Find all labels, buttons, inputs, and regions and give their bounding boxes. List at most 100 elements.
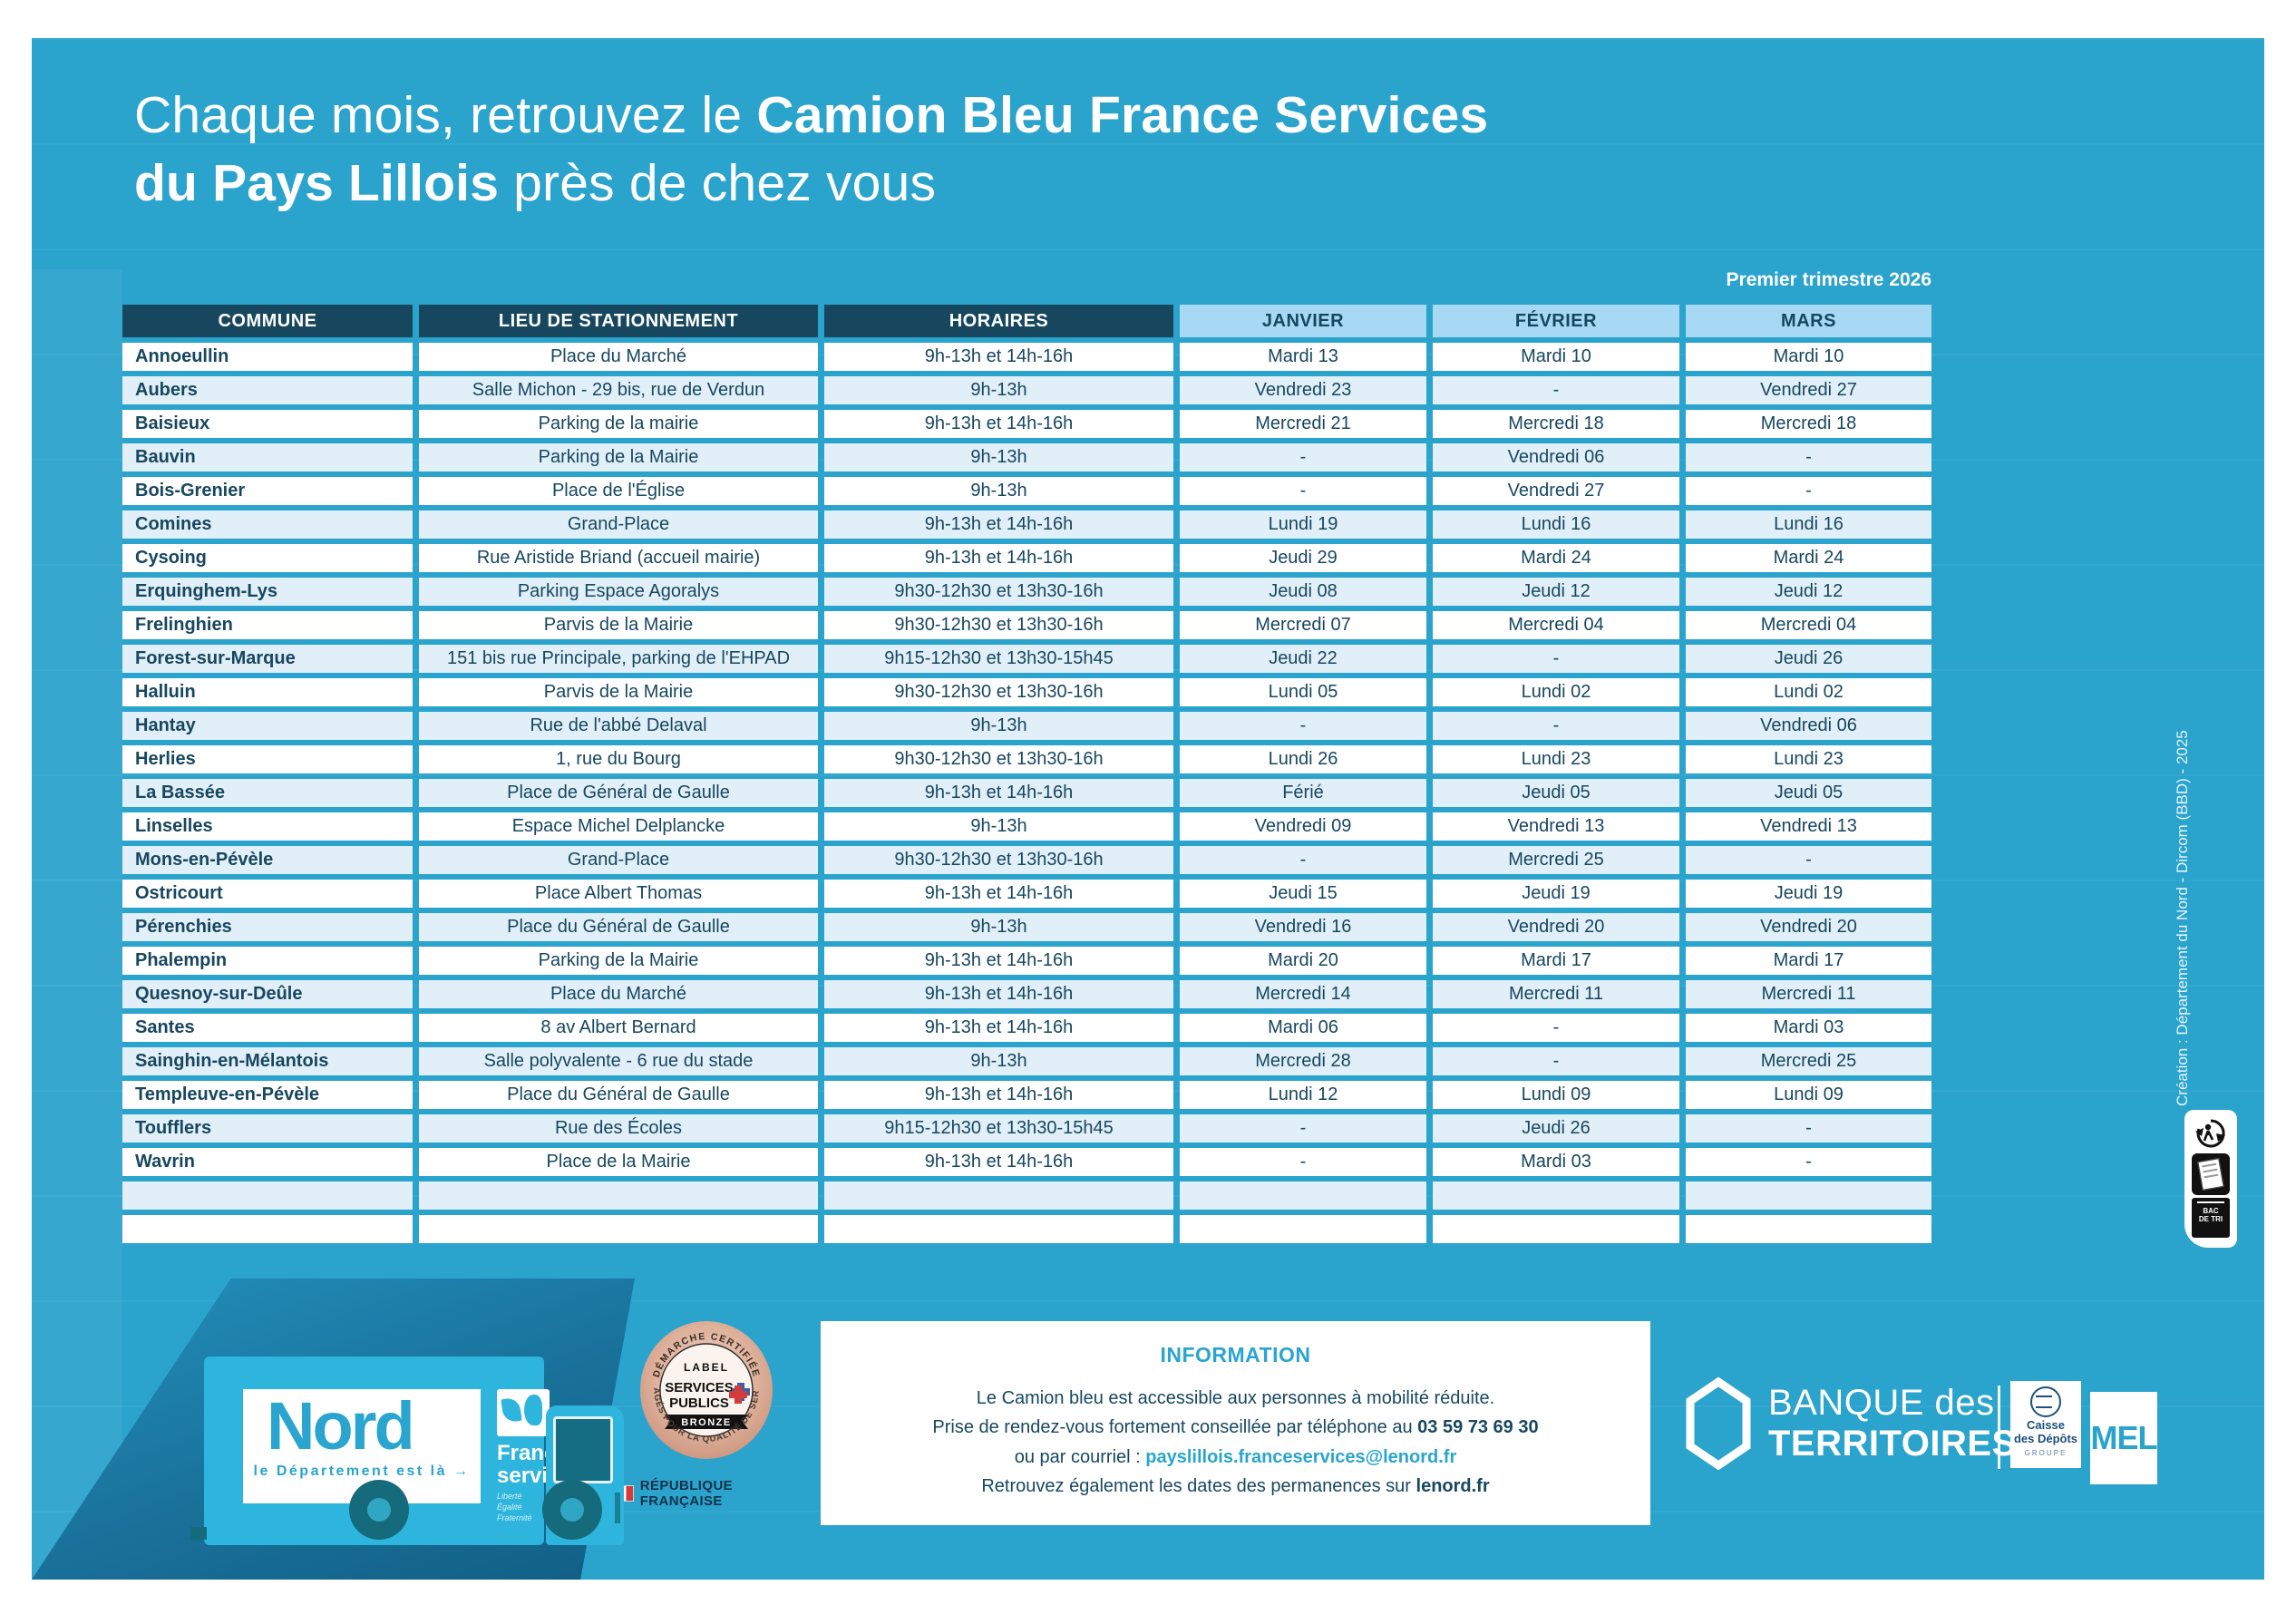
janvier-cell: -	[1180, 443, 1426, 472]
info-line-email: ou par courriel : payslillois.franceserv…	[821, 1443, 1650, 1472]
commune-cell	[122, 1215, 413, 1243]
mars-cell: Mercredi 18	[1686, 410, 1931, 438]
commune-cell: Santes	[122, 1014, 413, 1042]
table-row: Wavrin Place de la Mairie 9h-13h et 14h-…	[122, 1148, 1931, 1176]
janvier-cell: -	[1180, 1114, 1426, 1143]
horaires-cell	[824, 1215, 1173, 1243]
fevrier-cell: Vendredi 13	[1433, 812, 1679, 841]
fevrier-cell: -	[1433, 1014, 1679, 1042]
svg-text:SERVICES: SERVICES	[665, 1380, 734, 1395]
email-link[interactable]: payslillois.franceservices@lenord.fr	[1145, 1446, 1457, 1467]
fevrier-cell: Lundi 09	[1433, 1081, 1679, 1109]
fevrier-cell: Mercredi 25	[1433, 846, 1679, 874]
republique-francaise: RÉPUBLIQUE FRANÇAISE	[612, 1478, 803, 1509]
mars-cell: Jeudi 26	[1686, 645, 1931, 673]
horaires-cell: 9h30-12h30 et 13h30-16h	[824, 578, 1173, 606]
fevrier-cell: -	[1433, 1047, 1679, 1075]
table-body: Annoeullin Place du Marché 9h-13h et 14h…	[122, 343, 1931, 1243]
table-row: Cysoing Rue Aristide Briand (accueil mai…	[122, 544, 1931, 572]
commune-cell: Aubers	[122, 376, 413, 404]
mars-cell: Vendredi 13	[1686, 812, 1931, 841]
table-row: Halluin Parvis de la Mairie 9h30-12h30 e…	[122, 678, 1931, 706]
period-label: Premier trimestre 2026	[1726, 269, 1931, 290]
table-row: Bois-Grenier Place de l'Église 9h-13h - …	[122, 477, 1931, 505]
title-bold-1: Camion Bleu France Services	[756, 86, 1489, 144]
credit-line: Création : Département du Nord - Dircom …	[2174, 730, 2191, 1106]
janvier-cell: Mardi 06	[1180, 1014, 1426, 1042]
table-row: Ostricourt Place Albert Thomas 9h-13h et…	[122, 880, 1931, 908]
janvier-cell: Férié	[1180, 779, 1426, 807]
commune-cell: Frelinghien	[122, 611, 413, 639]
nord-tagline: le Département est là →	[253, 1464, 471, 1480]
header-horaires: HORAIRES	[824, 305, 1173, 337]
mars-cell: -	[1686, 846, 1931, 874]
left-deco-band	[32, 269, 122, 1580]
table-row: Templeuve-en-Pévèle Place du Général de …	[122, 1081, 1931, 1109]
header-fevrier: FÉVRIER	[1433, 305, 1679, 337]
caisse-emblem-icon	[2030, 1386, 2061, 1417]
truck-step	[190, 1527, 207, 1540]
mars-cell: Jeudi 12	[1686, 578, 1931, 606]
commune-cell: Halluin	[122, 678, 413, 706]
table-row: Erquinghem-Lys Parking Espace Agoralys 9…	[122, 578, 1931, 606]
truck-grille	[615, 1493, 620, 1523]
janvier-cell: Vendredi 09	[1180, 812, 1426, 841]
mars-cell: Mardi 17	[1686, 947, 1931, 975]
fevrier-cell: Jeudi 05	[1433, 779, 1679, 807]
fevrier-cell: Vendredi 27	[1433, 477, 1679, 505]
republique-label: RÉPUBLIQUE FRANÇAISE	[639, 1478, 734, 1509]
marianne-icon	[497, 1389, 550, 1436]
commune-cell: Hantay	[122, 712, 413, 740]
janvier-cell: -	[1180, 1148, 1426, 1176]
mars-cell: Jeudi 05	[1686, 779, 1931, 807]
horaires-cell: 9h-13h et 14h-16h	[824, 511, 1173, 539]
mars-cell: Jeudi 19	[1686, 880, 1931, 908]
lieu-cell: Parking Espace Agoralys	[419, 578, 818, 606]
janvier-cell: Mercredi 07	[1180, 611, 1426, 639]
fevrier-cell: Mercredi 18	[1433, 410, 1679, 438]
table-row: Santes 8 av Albert Bernard 9h-13h et 14h…	[122, 1014, 1931, 1042]
france-services-logo: France services Liberté Égalité Fraterni…	[497, 1389, 588, 1523]
horaires-cell: 9h-13h et 14h-16h	[824, 1081, 1173, 1109]
table-row: Quesnoy-sur-Deûle Place du Marché 9h-13h…	[122, 980, 1931, 1008]
mars-cell: Lundi 23	[1686, 745, 1931, 773]
triman-recycle-icon	[2195, 1119, 2225, 1148]
janvier-cell: Mercredi 28	[1180, 1047, 1426, 1075]
commune-cell: Toufflers	[122, 1114, 413, 1143]
commune-cell: Bois-Grenier	[122, 477, 413, 505]
header-janvier: JANVIER	[1180, 305, 1426, 337]
fevrier-cell: -	[1433, 645, 1679, 673]
lieu-cell: Grand-Place	[419, 846, 818, 874]
lieu-cell: 151 bis rue Principale, parking de l'EHP…	[419, 645, 818, 673]
horaires-cell: 9h15-12h30 et 13h30-15h45	[824, 645, 1173, 673]
mars-cell: -	[1686, 1114, 1931, 1143]
title-normal-1: Chaque mois, retrouvez le	[134, 86, 757, 144]
fevrier-cell: Jeudi 26	[1433, 1114, 1679, 1143]
commune-cell: Sainghin-en-Mélantois	[122, 1047, 413, 1075]
table-row: Linselles Espace Michel Delplancke 9h-13…	[122, 812, 1931, 841]
table-row: Hantay Rue de l'abbé Delaval 9h-13h - - …	[122, 712, 1931, 740]
commune-cell: Phalempin	[122, 947, 413, 975]
table-row: Pérenchies Place du Général de Gaulle 9h…	[122, 913, 1931, 941]
janvier-cell: Jeudi 08	[1180, 578, 1426, 606]
title-bold-2: du Pays Lillois	[134, 154, 500, 213]
fevrier-cell: Mercredi 11	[1433, 980, 1679, 1008]
horaires-cell: 9h-13h	[824, 812, 1173, 841]
lieu-cell: 8 av Albert Bernard	[419, 1014, 818, 1042]
horaires-cell: 9h-13h	[824, 1047, 1173, 1075]
lieu-cell: Place de l'Église	[419, 477, 818, 505]
commune-cell: Linselles	[122, 812, 413, 841]
janvier-cell: Mardi 13	[1180, 343, 1426, 371]
janvier-cell: Vendredi 16	[1180, 913, 1426, 941]
table-row: Annoeullin Place du Marché 9h-13h et 14h…	[122, 343, 1931, 371]
bac-de-tri-icon: BAC DE TRI	[2192, 1198, 2230, 1238]
blue-panel: Chaque mois, retrouvez le Camion Bleu Fr…	[32, 38, 2264, 1580]
badge-medal-icon: DÉMARCHE CERTIFIÉE LABEL SERVICES PUBLIC…	[636, 1313, 773, 1459]
fevrier-cell: Lundi 23	[1433, 745, 1679, 773]
horaires-cell: 9h30-12h30 et 13h30-16h	[824, 678, 1173, 706]
fevrier-cell	[1433, 1215, 1679, 1243]
commune-cell: Annoeullin	[122, 343, 413, 371]
janvier-cell: Lundi 26	[1180, 745, 1426, 773]
janvier-cell: Mercredi 21	[1180, 410, 1426, 438]
